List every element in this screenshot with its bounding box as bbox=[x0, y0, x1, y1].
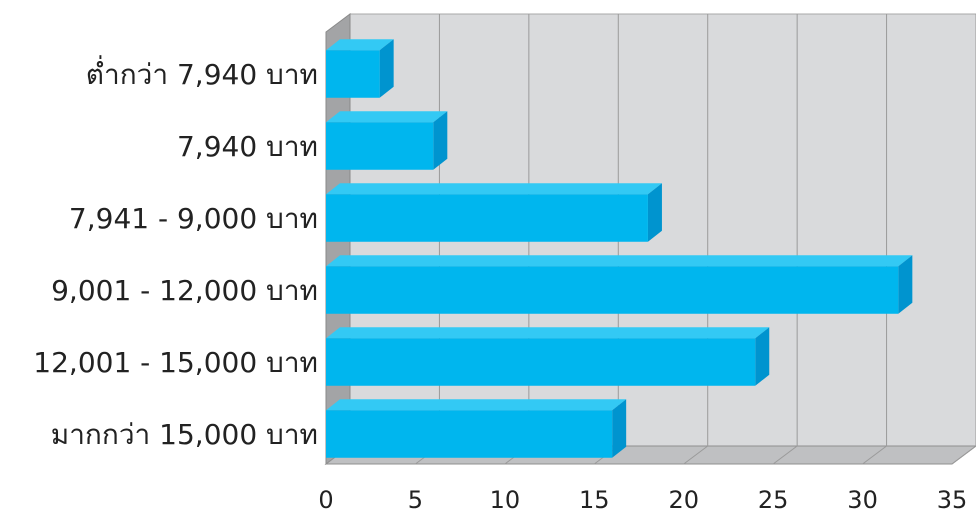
bar-front bbox=[326, 194, 648, 242]
bar-side bbox=[647, 183, 662, 242]
floor-gridline bbox=[862, 445, 887, 465]
bars bbox=[326, 39, 913, 458]
category-label: มากกว่า 15,000 บาท bbox=[51, 418, 318, 451]
x-tick-label: 25 bbox=[758, 486, 789, 514]
bar-side bbox=[379, 39, 394, 98]
bar-top bbox=[326, 39, 394, 51]
x-tick-label: 15 bbox=[579, 486, 610, 514]
bar-top bbox=[326, 327, 770, 339]
bar-front bbox=[326, 266, 899, 314]
category-label: 7,940 บาท bbox=[177, 130, 318, 163]
category-label: 12,001 - 15,000 บาท bbox=[33, 346, 318, 379]
bar-side bbox=[898, 255, 913, 314]
x-tick-label: 35 bbox=[937, 486, 968, 514]
category-label: 9,001 - 12,000 บาท bbox=[51, 274, 318, 307]
category-labels: ต่ำกว่า 7,940 บาท 7,940 บาท 7,941 - 9,000 … bbox=[33, 55, 318, 451]
category-label: ต่ำกว่า 7,940 บาท bbox=[86, 55, 318, 91]
x-tick-label: 10 bbox=[490, 486, 521, 514]
x-tick-label: 30 bbox=[847, 486, 878, 514]
floor-gridline bbox=[772, 445, 798, 465]
floor-gridline bbox=[683, 445, 709, 465]
floor-gridline bbox=[951, 445, 976, 465]
bar-top bbox=[326, 399, 627, 411]
bar-top bbox=[326, 111, 448, 123]
bar-front bbox=[326, 122, 434, 170]
x-tick-label: 0 bbox=[318, 486, 333, 514]
bar bbox=[326, 111, 448, 170]
bar-front bbox=[326, 338, 756, 386]
category-label: 7,941 - 9,000 บาท bbox=[69, 202, 318, 235]
x-tick-label: 5 bbox=[408, 486, 423, 514]
bar bbox=[326, 327, 770, 386]
bar bbox=[326, 183, 662, 242]
bar-front bbox=[326, 50, 380, 98]
bar-side bbox=[612, 399, 627, 458]
bar-top bbox=[326, 255, 913, 267]
bar-front bbox=[326, 410, 613, 458]
bar bbox=[326, 399, 627, 458]
bar bbox=[326, 255, 913, 314]
bar-side bbox=[755, 327, 770, 386]
x-tick-label: 20 bbox=[668, 486, 699, 514]
bar bbox=[326, 39, 394, 98]
bar-top bbox=[326, 183, 662, 195]
x-tick-labels: 0 5 10 15 20 25 30 35 bbox=[318, 486, 967, 514]
bar-side bbox=[433, 111, 448, 170]
